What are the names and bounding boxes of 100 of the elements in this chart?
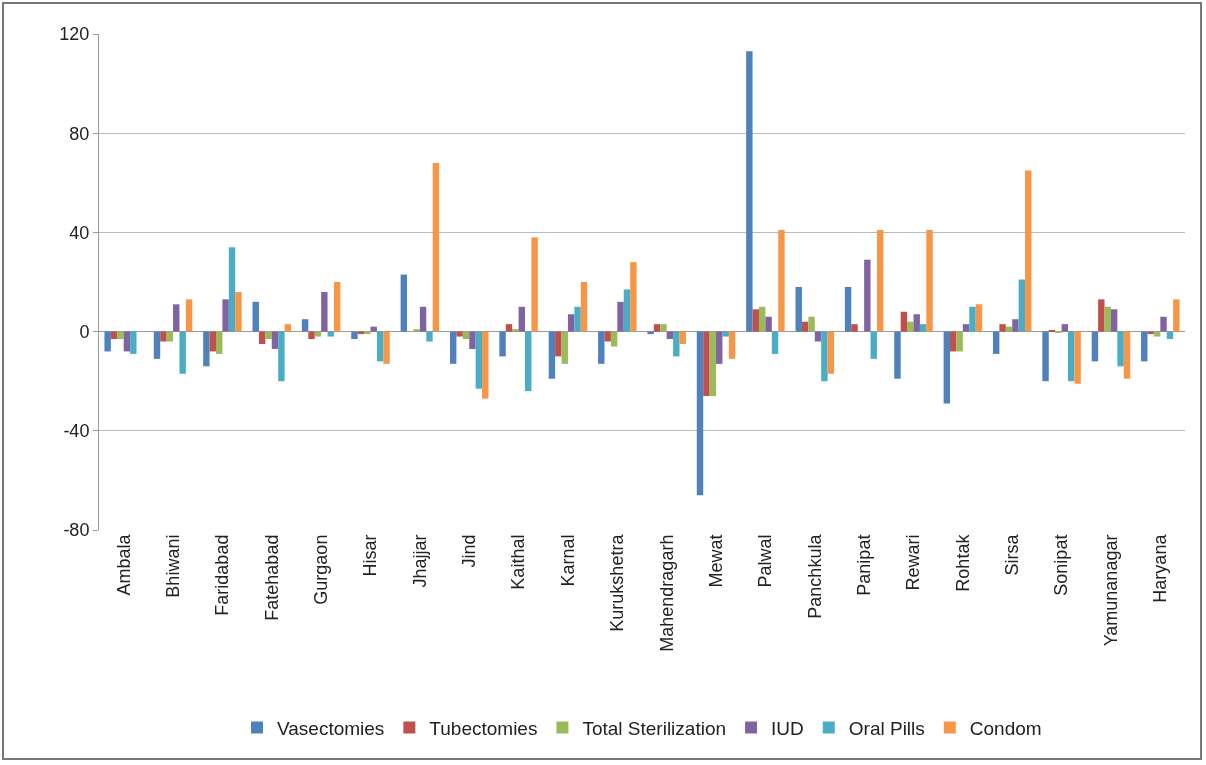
x-tick-label: Sonipat bbox=[1051, 534, 1072, 596]
bar bbox=[758, 306, 766, 332]
x-tick-label: Gurgaon bbox=[310, 534, 331, 605]
bar bbox=[864, 259, 871, 332]
y-tick-label: 120 bbox=[59, 24, 90, 45]
bar bbox=[1173, 299, 1180, 332]
bar bbox=[1110, 309, 1118, 332]
bar bbox=[1153, 331, 1161, 337]
x-tick-label: Fatehabad bbox=[261, 534, 282, 621]
bar bbox=[130, 331, 137, 354]
y-tick-label: 0 bbox=[79, 321, 90, 342]
bar bbox=[153, 331, 161, 359]
bar bbox=[962, 324, 970, 332]
bar bbox=[449, 331, 457, 364]
bar bbox=[1098, 299, 1105, 332]
bar bbox=[851, 324, 858, 332]
bar bbox=[765, 316, 772, 332]
x-tick-label: Panipat bbox=[853, 534, 874, 596]
bar bbox=[284, 324, 292, 332]
bar bbox=[278, 331, 285, 382]
bar bbox=[913, 314, 920, 332]
bar bbox=[1025, 170, 1032, 332]
bar bbox=[505, 324, 513, 332]
bar bbox=[630, 262, 637, 332]
bar bbox=[419, 306, 427, 332]
bar bbox=[327, 331, 334, 337]
x-tick-label: Haryana bbox=[1150, 533, 1171, 603]
bar bbox=[518, 306, 526, 332]
bar bbox=[673, 331, 680, 357]
bar bbox=[598, 331, 605, 364]
x-tick-label: Sirsa bbox=[1002, 533, 1023, 576]
x-tick-label: Mewat bbox=[705, 534, 726, 588]
bar bbox=[166, 331, 174, 342]
bar bbox=[173, 304, 180, 332]
bar bbox=[900, 311, 908, 332]
bar bbox=[617, 301, 624, 332]
bar bbox=[512, 329, 519, 332]
x-tick-label: Kaithal bbox=[508, 534, 529, 590]
bar bbox=[1074, 331, 1081, 384]
bar bbox=[580, 282, 588, 332]
bar bbox=[943, 331, 951, 404]
legend-label: Oral Pills bbox=[848, 717, 925, 739]
x-tick-label: Palwal bbox=[755, 534, 776, 588]
x-tick-label: Yamunanagar bbox=[1100, 534, 1121, 647]
x-tick-label: Ambala bbox=[113, 533, 134, 596]
bar bbox=[722, 331, 729, 337]
bar bbox=[1091, 331, 1099, 362]
bar bbox=[1141, 331, 1148, 362]
y-tick-label: 80 bbox=[69, 123, 90, 144]
bar bbox=[660, 324, 667, 332]
bar bbox=[956, 331, 963, 352]
bar bbox=[499, 331, 506, 357]
bar bbox=[426, 331, 433, 342]
bar bbox=[604, 331, 611, 342]
bar bbox=[222, 299, 229, 332]
bar bbox=[778, 229, 785, 332]
bar bbox=[679, 331, 686, 344]
bar bbox=[992, 331, 1000, 354]
bar bbox=[771, 331, 779, 354]
x-tick-label: Rohtak bbox=[952, 533, 973, 592]
bar bbox=[926, 229, 933, 332]
bar bbox=[795, 286, 802, 332]
bar bbox=[746, 51, 753, 332]
bar bbox=[696, 331, 704, 496]
bar bbox=[1117, 331, 1124, 367]
bar bbox=[203, 331, 210, 367]
bar bbox=[623, 289, 631, 332]
bar bbox=[185, 299, 193, 332]
bar bbox=[567, 314, 575, 332]
legend-label: IUD bbox=[771, 717, 804, 739]
bar bbox=[1012, 319, 1019, 332]
x-tick-label: Hisar bbox=[360, 534, 381, 577]
bar bbox=[808, 316, 815, 332]
bar bbox=[301, 319, 309, 332]
bar bbox=[894, 331, 901, 379]
bar bbox=[265, 331, 272, 340]
bar bbox=[370, 326, 377, 332]
bar bbox=[975, 304, 983, 332]
bar bbox=[950, 331, 957, 352]
x-tick-label: Jind bbox=[459, 534, 480, 568]
bar bbox=[432, 162, 440, 332]
bar bbox=[907, 321, 914, 332]
bar bbox=[728, 331, 736, 359]
bar bbox=[456, 331, 463, 337]
bar bbox=[160, 331, 167, 342]
bar bbox=[469, 331, 476, 349]
bar bbox=[117, 331, 124, 340]
bar bbox=[333, 282, 341, 332]
x-tick-label: Mahendragarh bbox=[656, 534, 677, 652]
x-tick-label: Rewari bbox=[903, 534, 924, 591]
bar bbox=[709, 331, 717, 397]
bar bbox=[209, 331, 216, 352]
bar bbox=[179, 331, 186, 374]
bar bbox=[475, 331, 483, 389]
bar bbox=[653, 324, 661, 332]
bar bbox=[548, 331, 556, 379]
bar bbox=[814, 331, 822, 342]
bar bbox=[123, 331, 131, 352]
bar bbox=[821, 331, 828, 382]
bar bbox=[574, 306, 581, 332]
